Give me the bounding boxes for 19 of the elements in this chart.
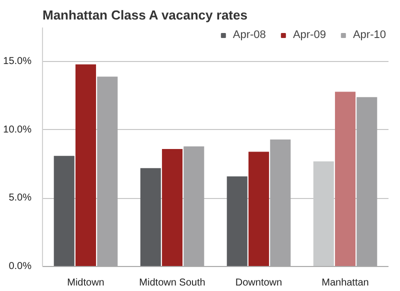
y-tick-label: 0.0% [8,261,32,272]
x-tick-label: Midtown South [139,278,206,288]
chart-title: Manhattan Class A vacancy rates [42,8,248,22]
y-tick-label: 10.0% [3,124,32,136]
legend-label: Apr-10 [352,29,386,41]
legend-label: Apr-09 [292,29,326,41]
bar [248,152,270,266]
x-tick-label: Manhattan [322,278,369,288]
bar [226,176,248,266]
bar [75,64,96,266]
bar [54,156,74,266]
x-tick-label: Downtown [235,278,282,288]
y-tick-label: 5.0% [8,192,32,204]
bar [334,92,356,266]
bar [162,149,183,266]
y-tick-label: 15.0% [3,56,32,68]
legend-label: Apr-08 [232,29,266,41]
bar [140,168,161,266]
x-tick-label: Midtown [67,278,104,288]
